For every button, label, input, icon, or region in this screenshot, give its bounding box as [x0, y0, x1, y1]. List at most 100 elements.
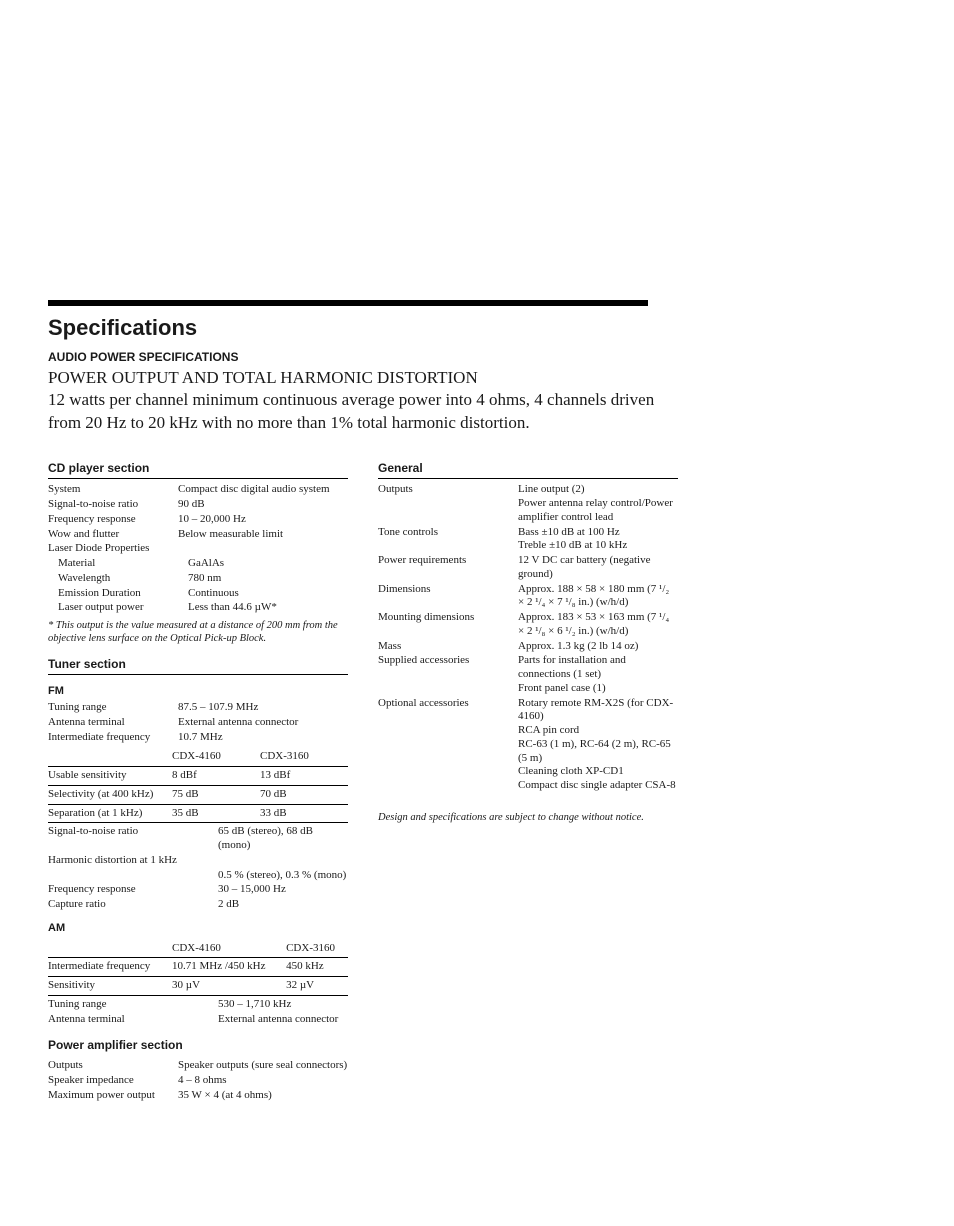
table-row: Sensitivity30 µV32 µV	[48, 977, 348, 996]
table-header	[48, 748, 172, 766]
spec-row: Frequency response10 – 20,000 Hz	[48, 513, 348, 527]
spec-value: 0.5 % (stereo), 0.3 % (mono)	[218, 869, 348, 883]
spec-value	[178, 542, 348, 556]
spec-row: Laser output powerLess than 44.6 µW*	[48, 601, 348, 615]
spec-row: Supplied accessoriesParts for installati…	[378, 654, 678, 695]
fm-table: CDX-4160CDX-3160Usable sensitivity8 dBf1…	[48, 748, 348, 823]
spec-value: 90 dB	[178, 498, 348, 512]
cd-rows: SystemCompact disc digital audio systemS…	[48, 483, 348, 615]
spec-key: Tuning range	[48, 998, 218, 1012]
table-cell: 10.71 MHz /450 kHz	[172, 958, 286, 977]
table-row: Selectivity (at 400 kHz)75 dB70 dB	[48, 785, 348, 804]
lead-line-2: 12 watts per channel minimum continuous …	[48, 389, 668, 435]
spec-key	[48, 869, 218, 883]
spec-value: 780 nm	[188, 572, 348, 586]
fm-rows: Tuning range87.5 – 107.9 MHzAntenna term…	[48, 701, 348, 744]
spec-value: 530 – 1,710 kHz	[218, 998, 348, 1012]
spec-value: 65 dB (stereo), 68 dB (mono)	[218, 825, 348, 853]
spec-row: SystemCompact disc digital audio system	[48, 483, 348, 497]
lead-block: POWER OUTPUT AND TOTAL HARMONIC DISTORTI…	[48, 367, 668, 436]
table-header	[48, 940, 172, 958]
spec-value: 10.7 MHz	[178, 731, 348, 745]
page-title: Specifications	[48, 314, 906, 342]
spec-row: Antenna terminalExternal antenna connect…	[48, 716, 348, 730]
audio-power-heading: AUDIO POWER SPECIFICATIONS	[48, 350, 906, 365]
spec-row: Signal-to-noise ratio90 dB	[48, 498, 348, 512]
table-cell: 35 dB	[172, 804, 260, 823]
spec-row: Harmonic distortion at 1 kHz	[48, 854, 348, 868]
spec-key: Signal-to-noise ratio	[48, 825, 218, 853]
spec-key: Antenna terminal	[48, 716, 178, 730]
table-cell: Intermediate frequency	[48, 958, 172, 977]
spec-row: Antenna terminalExternal antenna connect…	[48, 1013, 348, 1027]
spec-key: Harmonic distortion at 1 kHz	[48, 854, 218, 868]
spec-value: Approx. 1.3 kg (2 lb 14 oz)	[518, 640, 678, 654]
spec-key: Frequency response	[48, 883, 218, 897]
left-column: CD player section SystemCompact disc dig…	[48, 449, 348, 1103]
spec-row: MassApprox. 1.3 kg (2 lb 14 oz)	[378, 640, 678, 654]
am-table: CDX-4160CDX-3160Intermediate frequency10…	[48, 940, 348, 996]
table-cell: Separation (at 1 kHz)	[48, 804, 172, 823]
spec-key: Capture ratio	[48, 898, 218, 912]
spec-key: Tone controls	[378, 526, 518, 554]
table-cell: 8 dBf	[172, 767, 260, 786]
spec-value: External antenna connector	[178, 716, 348, 730]
spec-value: Speaker outputs (sure seal connectors)	[178, 1059, 348, 1073]
spec-row: Maximum power output35 W × 4 (at 4 ohms)	[48, 1089, 348, 1103]
table-cell: Usable sensitivity	[48, 767, 172, 786]
spec-row: Wow and flutterBelow measurable limit	[48, 528, 348, 542]
table-header: CDX-4160	[172, 748, 260, 766]
table-row: Intermediate frequency10.71 MHz /450 kHz…	[48, 958, 348, 977]
spec-key: Laser Diode Properties	[48, 542, 178, 556]
spec-row: OutputsSpeaker outputs (sure seal connec…	[48, 1059, 348, 1073]
spec-key: Frequency response	[48, 513, 178, 527]
table-cell: 32 µV	[286, 977, 348, 996]
spec-key: Maximum power output	[48, 1089, 178, 1103]
tuner-section-heading: Tuner section	[48, 657, 348, 675]
spec-row: OutputsLine output (2) Power antenna rel…	[378, 483, 678, 524]
am-after-rows: Tuning range530 – 1,710 kHzAntenna termi…	[48, 998, 348, 1027]
spec-row: Emission DurationContinuous	[48, 587, 348, 601]
lead-line-1: POWER OUTPUT AND TOTAL HARMONIC DISTORTI…	[48, 367, 668, 390]
table-cell: 13 dBf	[260, 767, 348, 786]
table-row: Usable sensitivity8 dBf13 dBf	[48, 767, 348, 786]
spec-key: Wow and flutter	[48, 528, 178, 542]
spec-value: Compact disc digital audio system	[178, 483, 348, 497]
spec-row: Power requirements12 V DC car battery (n…	[378, 554, 678, 582]
spec-value: Approx. 183 × 53 × 163 mm (7 ¹/₄ × 2 ¹/₈…	[518, 611, 678, 639]
spec-value: 30 – 15,000 Hz	[218, 883, 348, 897]
spec-row: MaterialGaAlAs	[48, 557, 348, 571]
spec-row: Wavelength780 nm	[48, 572, 348, 586]
fm-label: FM	[48, 685, 348, 699]
spec-row: Mounting dimensionsApprox. 183 × 53 × 16…	[378, 611, 678, 639]
table-cell: 75 dB	[172, 785, 260, 804]
spec-value	[218, 854, 348, 868]
heavy-rule	[48, 300, 648, 306]
fm-after-rows: Signal-to-noise ratio65 dB (stereo), 68 …	[48, 825, 348, 912]
spec-key: Supplied accessories	[378, 654, 518, 695]
spec-row: Capture ratio2 dB	[48, 898, 348, 912]
spec-value: 12 V DC car battery (negative ground)	[518, 554, 678, 582]
spec-row: Optional accessoriesRotary remote RM-X2S…	[378, 697, 678, 793]
spec-row: Tone controlsBass ±10 dB at 100 Hz Trebl…	[378, 526, 678, 554]
spec-value: Parts for installation and connections (…	[518, 654, 678, 695]
spec-value: GaAlAs	[188, 557, 348, 571]
general-rows: OutputsLine output (2) Power antenna rel…	[378, 483, 678, 793]
spec-key: Power requirements	[378, 554, 518, 582]
power-amp-rows: OutputsSpeaker outputs (sure seal connec…	[48, 1059, 348, 1102]
spec-row: 0.5 % (stereo), 0.3 % (mono)	[48, 869, 348, 883]
design-note: Design and specifications are subject to…	[378, 811, 678, 824]
table-header: CDX-4160	[172, 940, 286, 958]
spec-value: Approx. 188 × 58 × 180 mm (7 ¹/₂ × 2 ¹/₄…	[518, 583, 678, 611]
table-cell: 450 kHz	[286, 958, 348, 977]
right-column: General OutputsLine output (2) Power ant…	[378, 449, 678, 824]
spec-row: Frequency response30 – 15,000 Hz	[48, 883, 348, 897]
spec-key: Outputs	[378, 483, 518, 524]
spec-key: Wavelength	[48, 572, 188, 586]
spec-row: Signal-to-noise ratio65 dB (stereo), 68 …	[48, 825, 348, 853]
columns: CD player section SystemCompact disc dig…	[48, 449, 906, 1103]
spec-value: External antenna connector	[218, 1013, 348, 1027]
power-amp-heading: Power amplifier section	[48, 1038, 348, 1055]
table-cell: 70 dB	[260, 785, 348, 804]
spec-key: Tuning range	[48, 701, 178, 715]
